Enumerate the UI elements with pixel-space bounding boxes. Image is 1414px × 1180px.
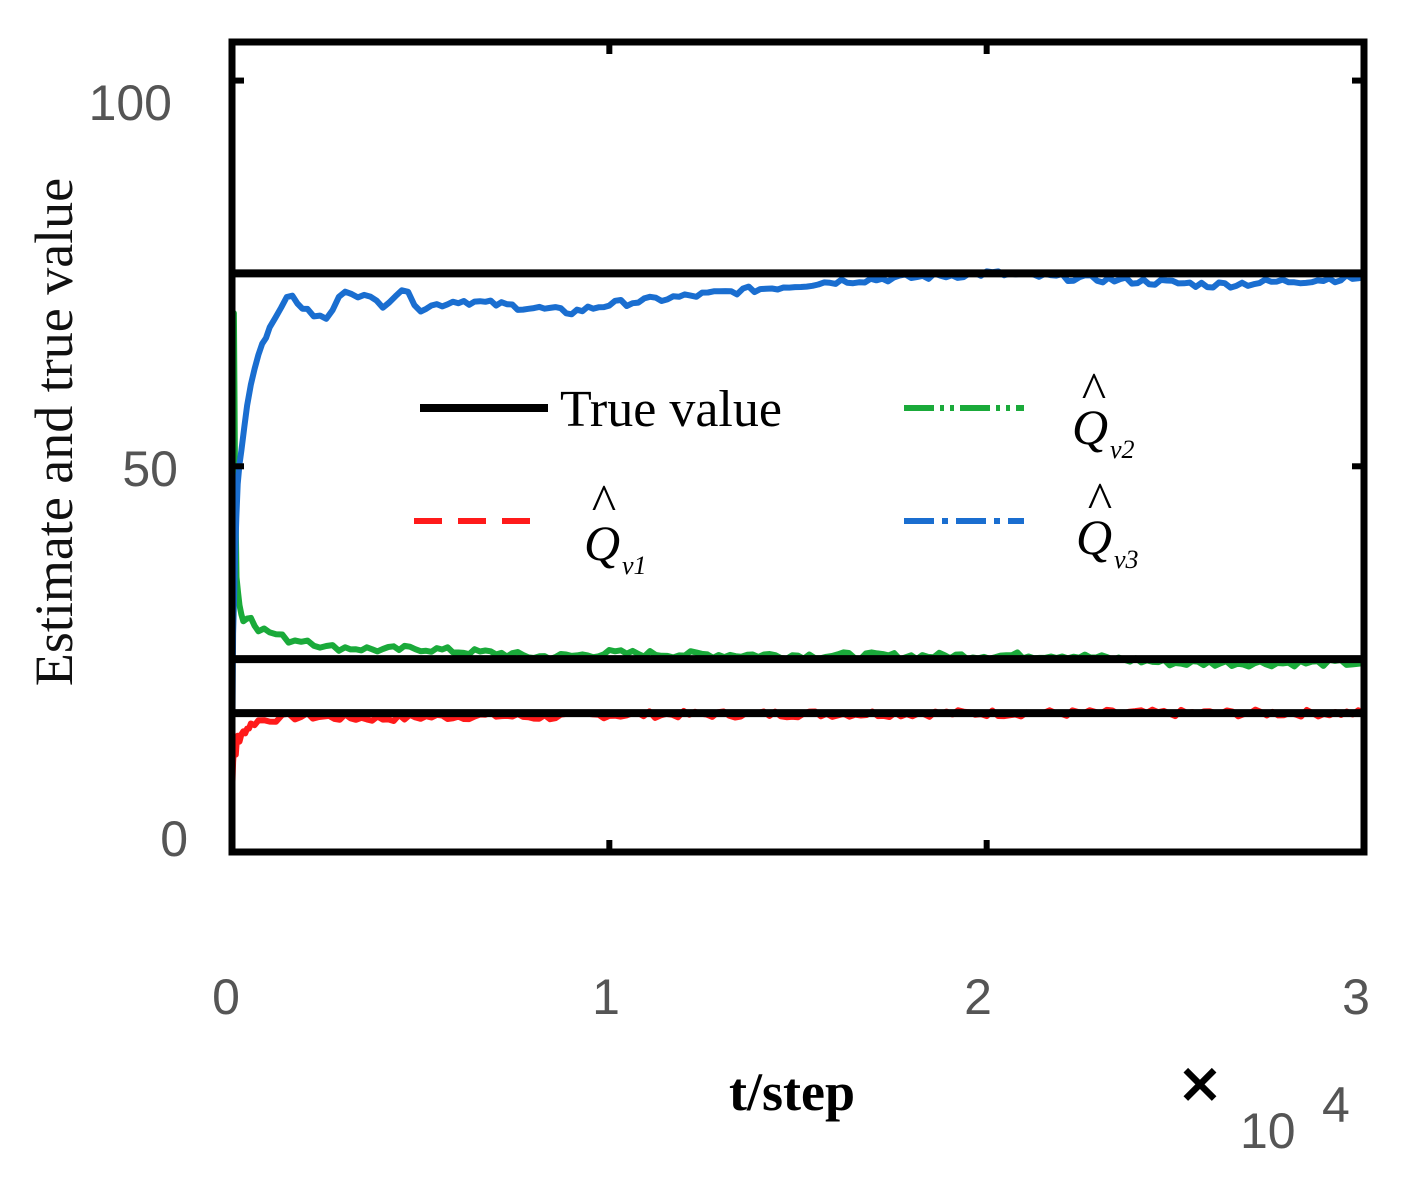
tick-marks (229, 42, 1367, 855)
series-line-q1 (229, 706, 1366, 799)
legend-base-q-v3: Q (1076, 509, 1112, 565)
series-layer (229, 268, 1366, 799)
x-tick-label-3: 3 (1342, 969, 1370, 1025)
y-tick-label-0: 0 (160, 811, 188, 867)
y-tick-label-100: 100 (89, 75, 172, 131)
legend-base-q-v2: Q (1072, 399, 1108, 455)
x-multiplier-symbol: × (1177, 1051, 1224, 1116)
x-tick-label-0: 0 (212, 969, 240, 1025)
legend-label-q-v1: ^ Q v1 (584, 475, 647, 580)
x-axis-title: t/step (729, 1062, 855, 1122)
legend-hat-q-v2: ^ (1082, 363, 1106, 420)
legend-base-q-v1: Q (584, 515, 620, 571)
plot-frame (228, 38, 1368, 856)
legend-sub-q-v3: v3 (1114, 545, 1139, 574)
y-axis-title: Estimate and true value (24, 178, 84, 686)
x-multiplier-exponent: 4 (1322, 1077, 1350, 1133)
y-tick-label-50: 50 (122, 441, 178, 497)
legend-label-true-value: True value (560, 381, 782, 438)
legend-label-q-v2: ^ Q v2 (1072, 363, 1135, 464)
series-line-q2 (229, 310, 1365, 744)
series-line-q3 (229, 268, 1365, 773)
x-tick-label-2: 2 (964, 969, 992, 1025)
x-multiplier-base: 10 (1240, 1103, 1296, 1159)
legend-sub-q-v1: v1 (622, 551, 647, 580)
legend-hat-q-v1: ^ (592, 475, 616, 532)
x-tick-label-1: 1 (592, 969, 620, 1025)
legend-hat-q-v3: ^ (1088, 473, 1112, 530)
true-value-layer (232, 269, 1364, 718)
legend-label-q-v3: ^ Q v3 (1076, 473, 1139, 574)
legend: True value ^ Q v1 ^ Q v2 ^ Q v3 (414, 363, 1139, 580)
legend-sub-q-v2: v2 (1110, 435, 1135, 464)
